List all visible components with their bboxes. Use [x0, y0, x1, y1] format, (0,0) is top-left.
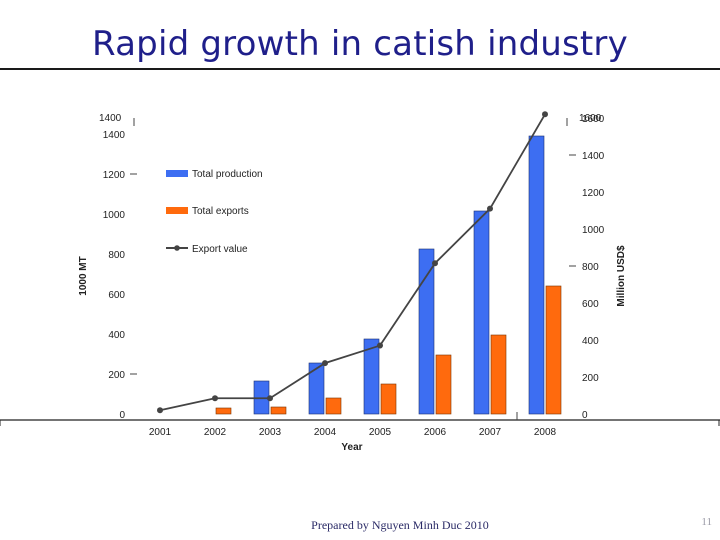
export-value-point-2006	[432, 260, 438, 267]
left-tick-label-600: 600	[108, 290, 125, 301]
x-tick-label-2004: 2004	[314, 427, 337, 438]
slide-title: Rapid growth in catish industry	[92, 24, 628, 64]
left-tick-label-0: 0	[119, 410, 125, 421]
x-axis-title: Year	[341, 442, 362, 453]
bar-total-exports-2002	[215, 407, 232, 415]
x-tick-label-2001: 2001	[149, 427, 172, 438]
y2-axis-title: Million USD$	[616, 245, 627, 307]
ticks-layer: 0 200 400 600 800 1000 1200 1400 0 200 400 600 800 10…	[103, 114, 605, 438]
export-value-point-2004	[322, 360, 328, 367]
x-tick-label-2007: 2007	[479, 427, 502, 438]
bar-total-production-2004	[308, 362, 325, 415]
x-tick-label-2003: 2003	[259, 427, 282, 438]
right-tick-label-1400: 1400	[582, 151, 605, 162]
right-tick-label-200: 200	[582, 373, 599, 384]
left-tick-label-400: 400	[108, 330, 125, 341]
line-layer	[157, 111, 548, 414]
bar-total-exports-2004	[325, 397, 342, 415]
export-value-point-2008	[542, 111, 548, 118]
legend-swatch-production	[166, 170, 188, 177]
left-top-label: 1400	[99, 113, 122, 124]
bars-layer	[215, 135, 562, 415]
footer-text: Prepared by Nguyen Minh Duc 2010	[311, 518, 489, 532]
right-tick-label-800: 800	[582, 262, 599, 273]
right-tick-label-1200: 1200	[582, 188, 605, 199]
legend: Total production Total exports Export va…	[166, 169, 263, 255]
y-axis-title: 1000 MT	[78, 256, 89, 295]
export-value-point-2003	[267, 395, 273, 402]
export-value-point-2007	[487, 205, 493, 212]
left-tick-label-800: 800	[108, 250, 125, 261]
legend-label-exports: Total exports	[192, 206, 249, 217]
legend-label-production: Total production	[192, 169, 263, 180]
right-top-label: 1600	[579, 113, 602, 124]
right-tick-label-400: 400	[582, 336, 599, 347]
export-value-point-2005	[377, 342, 383, 349]
right-tick-label-1600: 1600	[582, 114, 605, 125]
bar-total-exports-2007	[490, 334, 507, 415]
right-tick-label-0: 0	[582, 410, 588, 421]
bar-total-production-2008	[528, 135, 545, 415]
left-tick-label-200: 200	[108, 370, 125, 381]
legend-marker-export-value	[174, 245, 180, 251]
right-tick-label-1000: 1000	[582, 225, 605, 236]
left-tick-label-1200: 1200	[103, 170, 126, 181]
bar-total-exports-2006	[435, 354, 452, 415]
right-tick-label-600: 600	[582, 299, 599, 310]
x-tick-label-2006: 2006	[424, 427, 447, 438]
x-tick-label-2002: 2002	[204, 427, 227, 438]
export-value-point-2002	[212, 395, 218, 402]
title-rule	[0, 68, 720, 70]
left-tick-label-1400: 1400	[103, 130, 126, 141]
export-value-point-2001	[157, 407, 163, 414]
bar-total-exports-2003	[270, 406, 287, 415]
x-tick-label-2005: 2005	[369, 427, 392, 438]
bar-total-production-2007	[473, 210, 490, 415]
bar-total-production-2005	[363, 338, 380, 415]
bar-total-exports-2005	[380, 383, 397, 415]
x-tick-label-2008: 2008	[534, 427, 557, 438]
legend-swatch-exports	[166, 207, 188, 214]
legend-label-export-value: Export value	[192, 244, 248, 255]
page-number: 11	[701, 516, 712, 528]
left-tick-label-1000: 1000	[103, 210, 126, 221]
axis-layer	[0, 419, 720, 426]
bar-total-exports-2008	[545, 285, 562, 415]
bar-total-production-2006	[418, 248, 435, 415]
export-value-line	[159, 113, 546, 412]
